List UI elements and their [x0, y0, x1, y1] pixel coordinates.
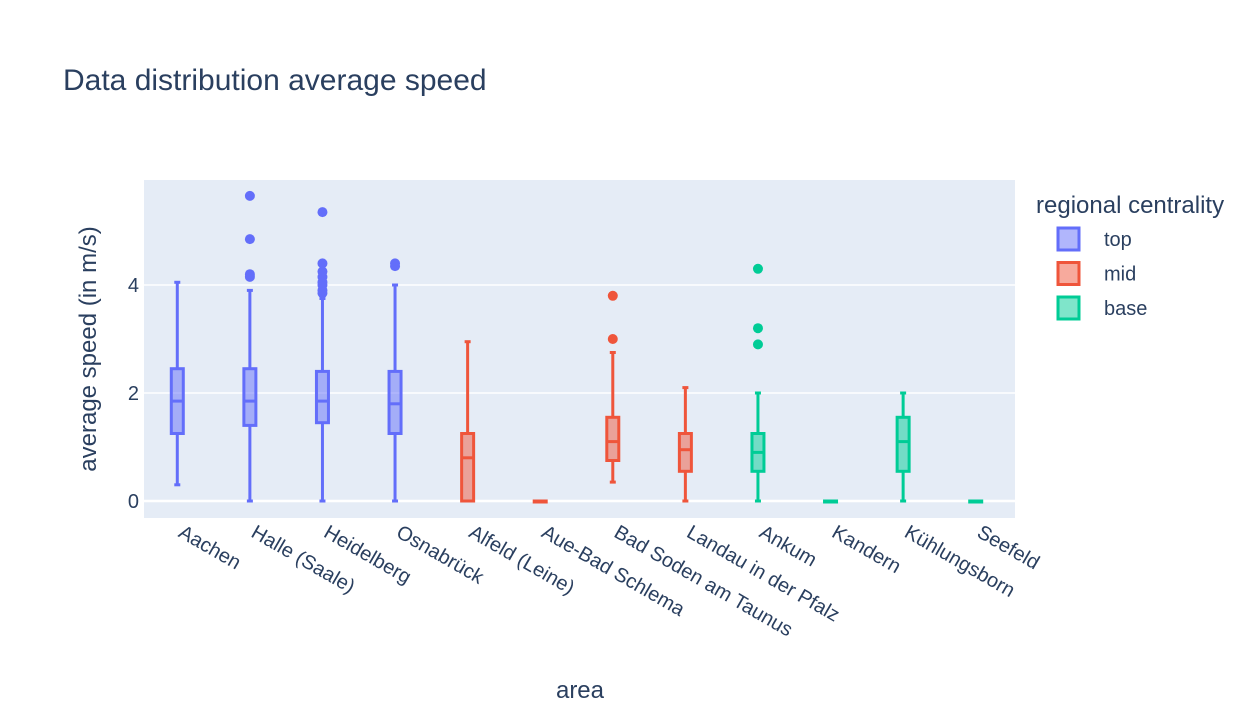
outlier-point [752, 339, 763, 350]
legend-swatch [1056, 295, 1081, 321]
iqr-box [460, 432, 476, 503]
legend-item-base: base [1056, 295, 1147, 321]
box-base [750, 263, 766, 503]
outlier-point [317, 258, 328, 269]
box-layer [169, 190, 984, 504]
y-tick-label: 2 [128, 383, 139, 405]
box-mid [677, 386, 693, 503]
x-axis-ticks: Aachen Halle (Saale)HeidelbergOsnabrückAl… [175, 521, 1043, 641]
grid-lines [144, 284, 1015, 503]
box-base [895, 391, 911, 503]
legend-item-mid: mid [1056, 261, 1136, 286]
iqr-box [895, 415, 911, 473]
iqr-box [677, 432, 693, 473]
plot-area [144, 180, 1015, 518]
outlier-point [317, 207, 328, 218]
outlier-point [244, 234, 255, 245]
iqr-box [605, 415, 621, 462]
outlier-point [390, 258, 401, 269]
outlier-point [752, 263, 763, 274]
iqr-box [242, 367, 258, 427]
box-top [314, 207, 330, 503]
box-top [387, 258, 403, 503]
x-axis-title: area [556, 677, 605, 704]
iqr-box [314, 369, 330, 425]
y-axis-ticks: 0 2 4 [128, 275, 139, 513]
y-tick-label: 4 [128, 275, 139, 297]
legend-label: base [1104, 298, 1147, 320]
y-tick-label: 0 [128, 491, 139, 513]
chart-title: Data distribution average speed [63, 64, 487, 97]
outlier-point [244, 269, 255, 280]
legend: regional centrality top mid base [1036, 192, 1224, 321]
outlier-point [317, 266, 328, 277]
legend-title: regional centrality [1036, 192, 1224, 219]
y-axis-title: average speed (in m/s) [75, 226, 102, 471]
box-base [823, 499, 839, 504]
outlier-point [752, 323, 763, 334]
legend-items: top mid base [1056, 226, 1147, 321]
box-mid [605, 290, 621, 484]
outlier-point [607, 334, 618, 344]
x-tick-label: Aachen [175, 521, 245, 574]
x-tick-label: Kandern [828, 521, 904, 578]
box-top [169, 280, 185, 487]
outlier-point [244, 190, 255, 201]
legend-swatch [1056, 261, 1081, 286]
box-mid [460, 340, 476, 503]
box-mid [532, 499, 548, 504]
legend-label: mid [1104, 264, 1136, 286]
box-top [242, 190, 258, 503]
legend-label: top [1104, 229, 1132, 251]
legend-item-top: top [1056, 226, 1132, 252]
outlier-point [607, 290, 618, 301]
legend-swatch [1056, 226, 1081, 252]
box-base [968, 499, 984, 504]
